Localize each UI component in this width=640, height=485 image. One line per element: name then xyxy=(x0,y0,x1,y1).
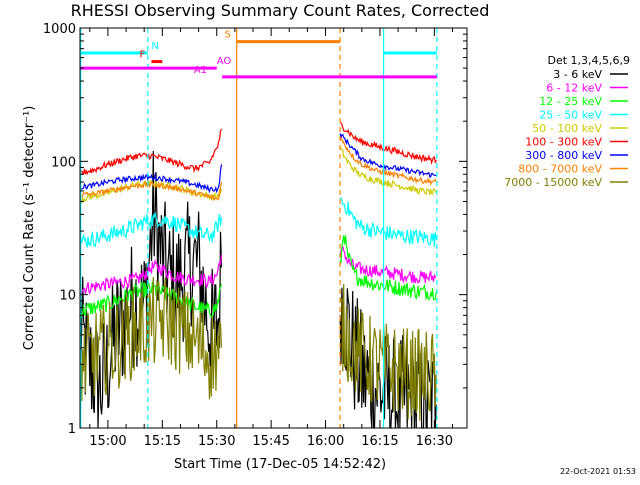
y-axis-label: Corrected Count Rate (s⁻¹ detector⁻¹) xyxy=(22,106,37,351)
chart-title: RHESSI Observing Summary Count Rates, Co… xyxy=(71,1,490,20)
legend-label-300-800-kev: 300 - 800 keV xyxy=(525,149,602,162)
plot-frame xyxy=(79,27,468,429)
flag-label-a1: A1 xyxy=(194,65,207,76)
plot-series-group xyxy=(79,121,437,429)
x-tick-label: 16:00 xyxy=(307,434,344,449)
series-line-12-25-kev-1 xyxy=(339,235,437,301)
legend-label-50-100-kev: 50 - 100 keV xyxy=(532,122,602,135)
y-tick-label: 100 xyxy=(51,155,76,170)
x-tick-label: 16:15 xyxy=(361,434,398,449)
x-tick-label: 15:30 xyxy=(198,434,235,449)
series-line-12-25-kev-0 xyxy=(79,281,223,319)
series-line-6-12-kev-0 xyxy=(79,254,223,296)
series-line-100-300-kev-0 xyxy=(79,128,223,176)
series-line-800-7000-kev-0 xyxy=(79,180,223,202)
x-axis-label: Start Time (17-Dec-05 14:52:42) xyxy=(174,457,386,472)
series-line-800-7000-kev-1 xyxy=(339,137,437,187)
x-tick-label: 15:00 xyxy=(89,434,126,449)
legend-label-7000-15000-kev: 7000 - 15000 keV xyxy=(504,176,602,189)
x-tick-label: 15:45 xyxy=(252,434,289,449)
series-line-25-50-kev-0 xyxy=(79,212,223,249)
legend-label-12-25-kev: 12 - 25 keV xyxy=(539,95,602,108)
y-tick-label: 1000 xyxy=(43,22,76,37)
series-line-6-12-kev-1 xyxy=(339,246,437,284)
legend-label-25-50-kev: 25 - 50 keV xyxy=(539,109,602,122)
legend-label-3-6-kev: 3 - 6 keV xyxy=(553,68,602,81)
flag-label-n: N xyxy=(151,41,158,52)
series-line-100-300-kev-1 xyxy=(339,121,437,165)
flag-label-ao: AO xyxy=(217,56,232,67)
y-tick-label: 10 xyxy=(59,289,76,304)
series-line-50-100-kev-1 xyxy=(339,146,437,196)
series-line-300-800-kev-0 xyxy=(79,164,223,194)
axis-ticks-group: 15:00 15:15 15:30 15:45 16:00 16:15 16:30 1 10 10… xyxy=(43,22,467,449)
legend-label-100-300-kev: 100 - 300 keV xyxy=(525,136,602,149)
series-line-7000-15000-kev-1 xyxy=(339,283,437,421)
generation-timestamp: 22-Oct-2021 01:53 xyxy=(560,467,636,476)
series-line-25-50-kev-1 xyxy=(339,196,437,247)
x-tick-label: 15:15 xyxy=(144,434,181,449)
flag-label-f: F xyxy=(140,50,146,61)
series-line-7000-15000-kev-0 xyxy=(79,276,223,402)
vertical-markers-group xyxy=(80,28,438,428)
series-line-300-800-kev-1 xyxy=(339,133,437,178)
legend-label-6-12-kev: 6 - 12 keV xyxy=(546,82,602,95)
y-tick-label: 1 xyxy=(68,422,76,437)
legend-label-800-7000-kev: 800 - 7000 keV xyxy=(518,163,602,176)
x-tick-label: 16:30 xyxy=(416,434,453,449)
legend-title: Det 1,3,4,5,6,9 xyxy=(547,54,630,67)
flag-label-s: S xyxy=(224,30,230,41)
flag-bars-group: NF AO A1 S xyxy=(80,30,437,79)
